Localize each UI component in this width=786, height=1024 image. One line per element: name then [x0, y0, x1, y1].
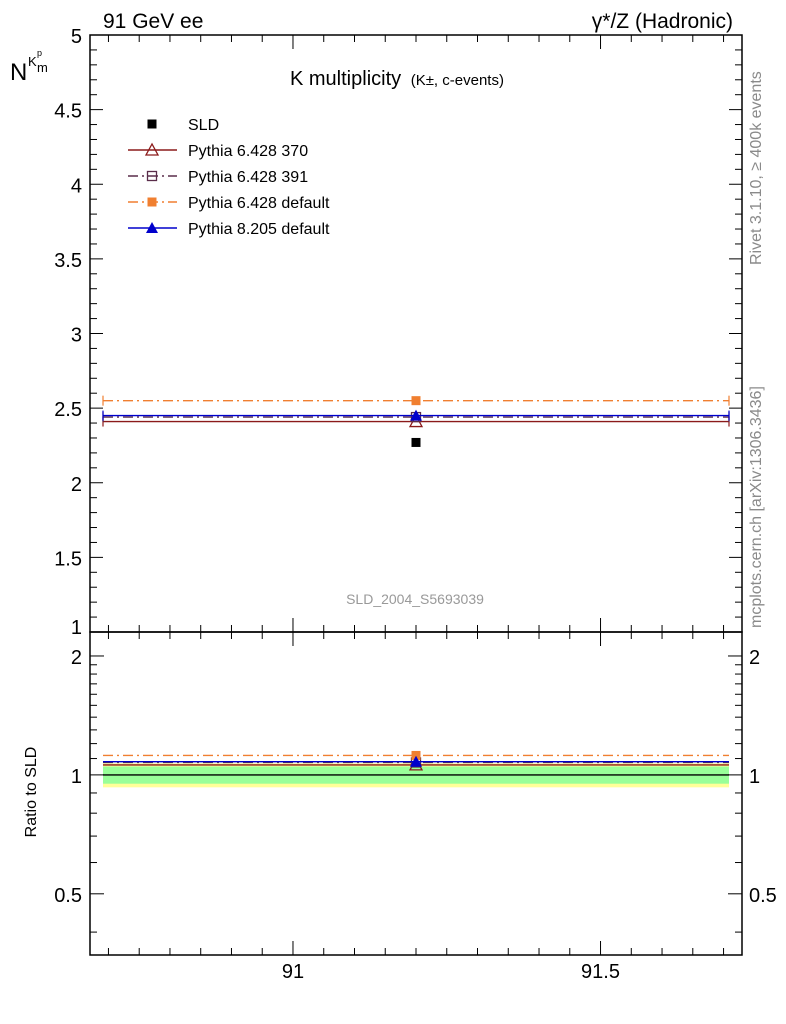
main-ticks: 1 1.5 2 2.5 3 3.5 4 4.5 5 [54, 26, 742, 639]
data-point [410, 409, 422, 421]
ratio-y-tick-label: 2 [71, 647, 82, 669]
legend-entry: Pythia 6.428 default [128, 195, 330, 212]
ratio-point [411, 750, 421, 760]
main-ylabel: N K p m [10, 48, 48, 86]
main-ylabel-n: N [10, 59, 27, 86]
legend-label: Pythia 6.428 370 [188, 143, 308, 160]
legend-marker [144, 142, 160, 156]
legend-entry: SLD [147, 117, 219, 134]
main-series [102, 395, 730, 447]
main-y-tick-label: 3.5 [54, 250, 82, 272]
watermark: SLD_2004_S5693039 [346, 591, 484, 607]
legend-label: Pythia 8.205 default [188, 221, 330, 238]
main-y-tick-label: 4 [71, 175, 82, 197]
main-y-tick-label: 1.5 [54, 548, 82, 570]
main-y-tick-label: 5 [71, 26, 82, 48]
ratio-pythia-6-428-default [103, 750, 729, 760]
legend-marker [146, 170, 158, 182]
ratio-point [410, 755, 422, 767]
legend-marker [147, 119, 157, 129]
header-left: 91 GeV ee [103, 10, 203, 33]
side-label-mcplots: mcplots.cern.ch [arXiv:1306.3436] [748, 386, 765, 628]
data-point [411, 396, 421, 406]
ratio-ylabel: Ratio to SLD [23, 747, 40, 838]
header-right: γ*/Z (Hadronic) [592, 10, 733, 33]
main-y-tick-label: 2.5 [54, 399, 82, 421]
ratio-frame [89, 631, 743, 956]
ratio-ticks: 0.5 0.5 1 1 2 2 91 91.5 [54, 632, 777, 983]
main-y-tick-label: 1 [71, 617, 82, 639]
legend-label: Pythia 6.428 391 [188, 169, 308, 186]
main-title-main: K multiplicity [290, 68, 401, 90]
main-ylabel-p: p [37, 48, 42, 58]
ratio-pythia-8-205-default [103, 755, 729, 767]
legend-entry: Pythia 6.428 370 [128, 142, 308, 160]
main-ylabel-m: m [37, 60, 48, 75]
legend-label: Pythia 6.428 default [188, 195, 330, 212]
main-title: K multiplicity (K±, c-events) [290, 68, 504, 90]
legend-entry: Pythia 6.428 391 [128, 169, 308, 186]
ratio-y-tick-label: 1 [71, 766, 82, 788]
ratio-y-tick-label-right: 1 [749, 766, 760, 788]
main-y-tick-label: 3 [71, 325, 82, 347]
legend-marker [146, 222, 158, 233]
series-pythia-6-428-default [102, 395, 730, 406]
legend-label: SLD [188, 117, 219, 134]
main-y-tick-label: 4.5 [54, 101, 82, 123]
side-label-rivet: Rivet 3.1.10, ≥ 400k events [748, 71, 765, 265]
x-tick-label: 91 [282, 961, 304, 983]
main-ylabel-k: K [28, 54, 37, 69]
main-title-detail: (K±, c-events) [411, 72, 504, 89]
legend: SLD Pythia 6.428 370 Pythia 6.428 391 Pythi… [128, 117, 330, 238]
ratio-y-tick-label: 0.5 [54, 885, 82, 907]
main-panel: 1 1.5 2 2.5 3 3.5 4 4.5 5 K multiplicity (K±, c-… [54, 26, 743, 639]
ratio-series [103, 750, 729, 776]
ratio-panel: 0.5 0.5 1 1 2 2 91 91.5 [54, 631, 777, 983]
main-y-tick-label: 2 [71, 474, 82, 496]
x-tick-label: 91.5 [581, 961, 620, 983]
legend-marker [147, 197, 157, 207]
series-sld [411, 437, 421, 447]
ratio-y-tick-label-right: 2 [749, 647, 760, 669]
legend-entry: Pythia 8.205 default [128, 221, 330, 238]
data-point [411, 437, 421, 447]
series-pythia-8-205-default [102, 409, 730, 421]
ratio-y-tick-label-right: 0.5 [749, 885, 777, 907]
